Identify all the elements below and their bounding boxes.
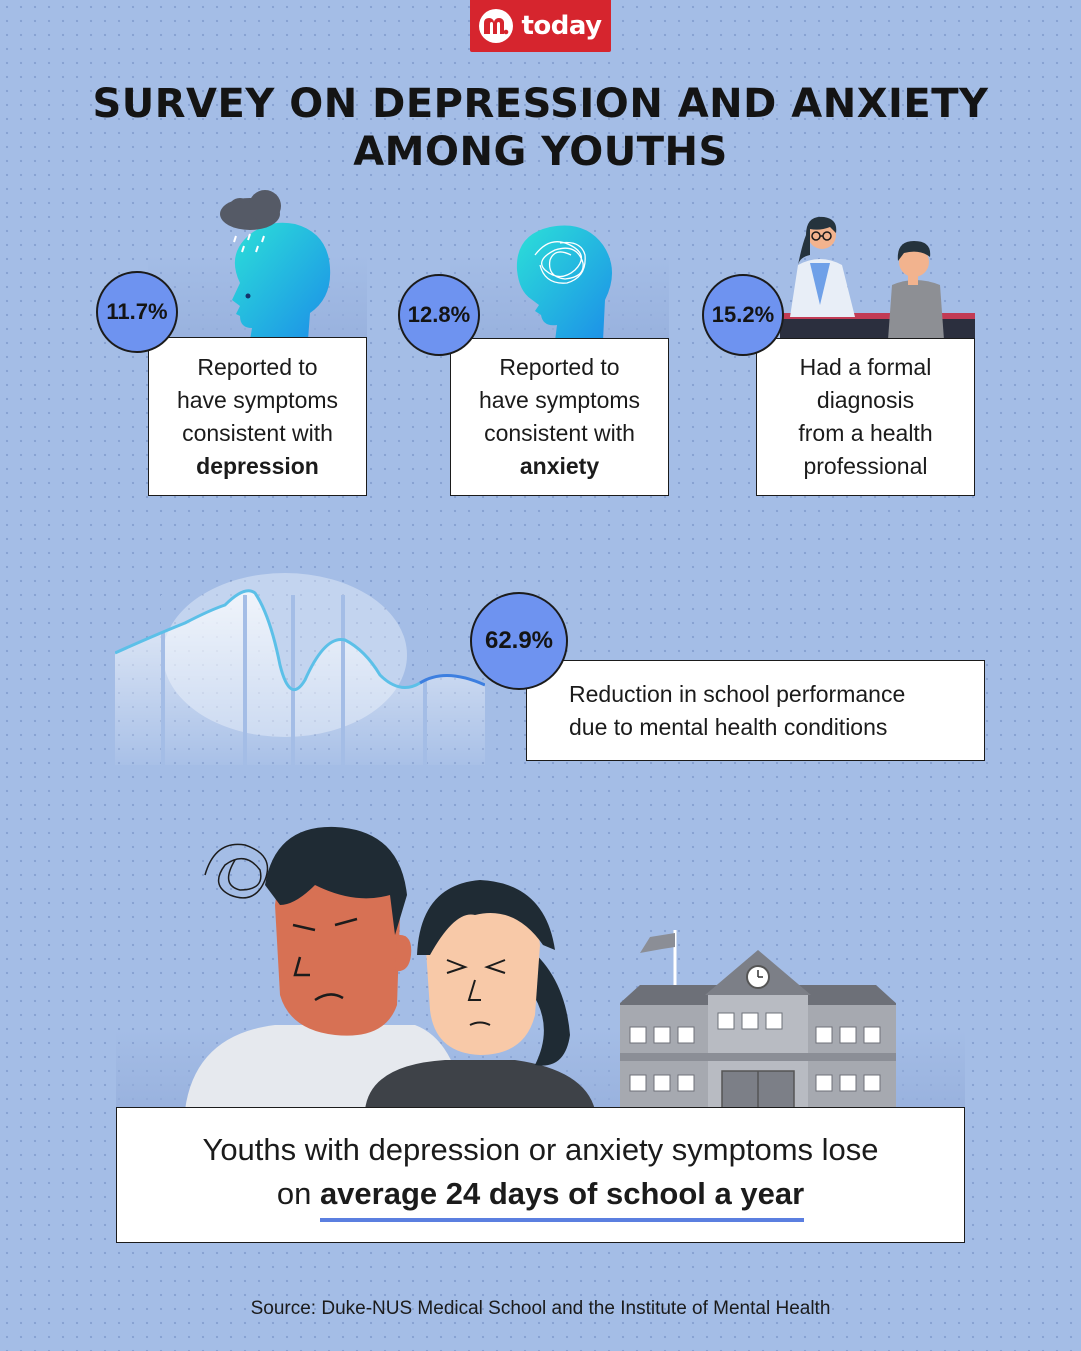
- stat-value-circle: 11.7%: [96, 271, 178, 353]
- stat-line: diagnosis: [816, 387, 915, 413]
- school-days-prefix: on: [276, 1176, 320, 1211]
- stat-line: consistent with: [182, 419, 333, 446]
- page-title: SURVEY ON DEPRESSION AND ANXIETY AMONG Y…: [60, 80, 1021, 176]
- doctor-patient-icon: [780, 205, 975, 340]
- stat-emphasis: depression: [196, 452, 319, 479]
- logo-text: today: [521, 11, 602, 41]
- school-days-line-2: on average 24 days of school a year: [117, 1172, 964, 1222]
- stat-value-circle: 15.2%: [702, 274, 784, 356]
- stat-line: consistent with: [484, 420, 635, 446]
- stat-card-depression: Reported to have symptoms consistent wit…: [148, 337, 367, 496]
- school-days-highlight: average 24 days of school a year: [319, 1172, 805, 1222]
- wave-graph-icon: [114, 555, 486, 765]
- performance-line: due to mental health conditions: [569, 713, 888, 740]
- stat-line: Reported to: [499, 354, 620, 380]
- stat-line: have symptoms: [478, 387, 641, 413]
- stat-line: professional: [803, 453, 928, 479]
- school-days-card: Youths with depression or anxiety sympto…: [116, 1107, 965, 1243]
- scribble-head-icon: [505, 215, 625, 345]
- stat-emphasis: anxiety: [519, 453, 600, 479]
- stat-card-diagnosis: Had a formal diagnosis from a health pro…: [756, 338, 975, 496]
- title-line-2: AMONG YOUTHS: [353, 129, 728, 175]
- mediacorp-m-icon: [479, 9, 514, 43]
- stressed-youths-icon: [185, 815, 615, 1110]
- title-line-1: SURVEY ON DEPRESSION AND ANXIETY: [92, 81, 989, 127]
- rainy-head-icon: [210, 188, 360, 343]
- stat-line: have symptoms: [176, 386, 339, 413]
- performance-line: Reduction in school performance: [569, 680, 906, 707]
- performance-card: Reduction in school performance due to m…: [526, 660, 985, 761]
- stat-card-anxiety: Reported to have symptoms consistent wit…: [450, 338, 669, 496]
- school-building-icon: [618, 925, 898, 1111]
- stat-line: from a health: [798, 420, 933, 446]
- source-note: Source: Duke-NUS Medical School and the …: [250, 1298, 831, 1319]
- performance-value-circle: 62.9%: [470, 592, 568, 690]
- school-days-line-1: Youths with depression or anxiety sympto…: [202, 1132, 879, 1167]
- today-logo: today: [470, 0, 611, 52]
- stat-line: Reported to: [197, 353, 318, 380]
- stat-value-circle: 12.8%: [398, 274, 480, 356]
- stat-line: Had a formal: [799, 354, 932, 380]
